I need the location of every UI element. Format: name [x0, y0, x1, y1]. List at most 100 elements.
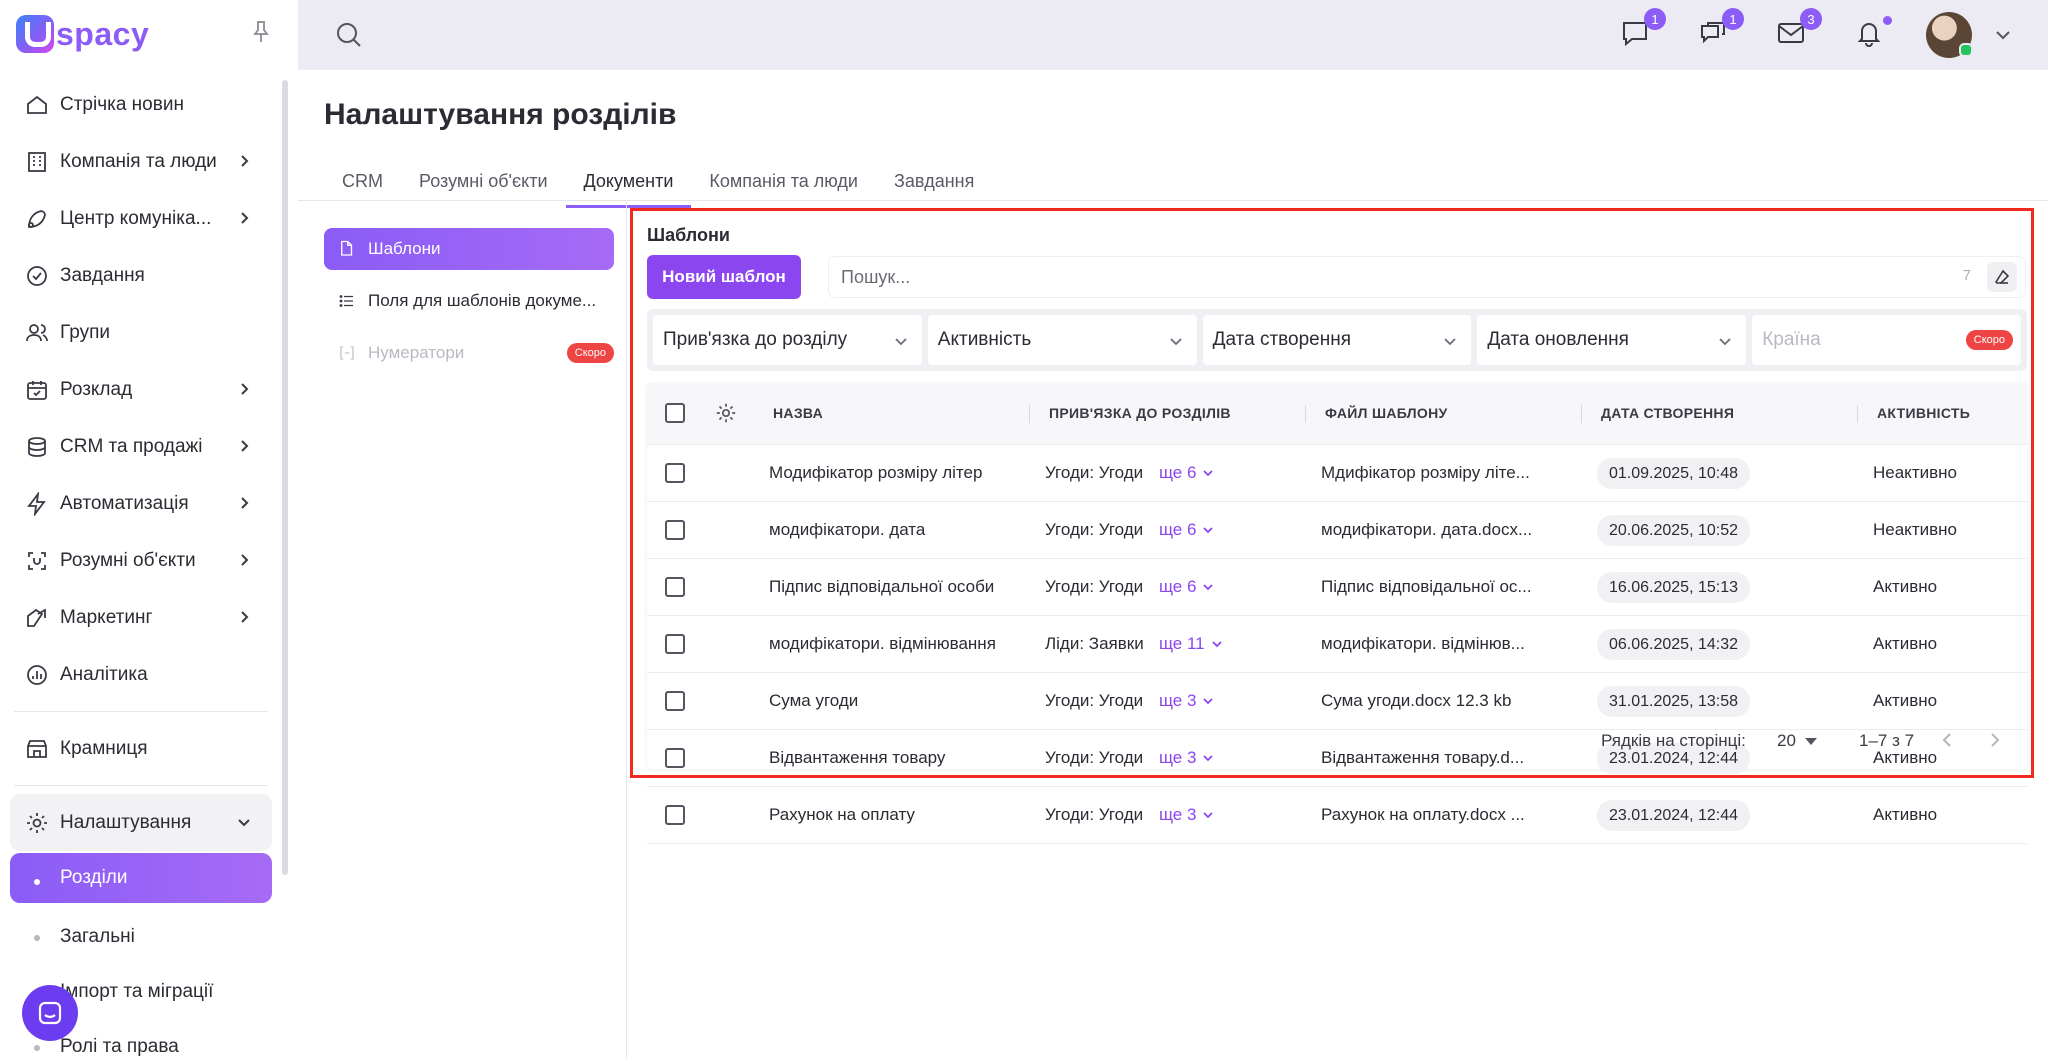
table-row[interactable]: Відвантаження товару Угоди: Угоди ще 3 В… — [647, 730, 2027, 787]
sidebar-item[interactable]: Розумні об'єкти — [10, 532, 272, 589]
template-file[interactable]: модифікатори. відмінюв... — [1321, 634, 1525, 653]
template-name[interactable]: модифікатори. відмінювання — [769, 634, 996, 653]
chevron-down-icon[interactable] — [1994, 26, 2012, 44]
rows-per-page-select[interactable]: 20 — [1777, 731, 1796, 750]
table-row[interactable]: модифікатори. відмінювання Ліди: Заявки … — [647, 616, 2027, 673]
row-checkbox[interactable] — [665, 805, 685, 825]
template-file[interactable]: Підпис відповідальної ос... — [1321, 577, 1532, 596]
column-binding[interactable]: ПРИВ'ЯЗКА ДО РОЗДІЛІВ — [1049, 405, 1231, 421]
gear-icon — [27, 812, 47, 833]
template-name[interactable]: Підпис відповідальної особи — [769, 577, 995, 596]
subnav-item[interactable]: Нумератори Скоро — [324, 332, 614, 374]
sidebar-item[interactable]: Аналітика — [10, 646, 272, 703]
chat-button[interactable]: 1 — [1620, 8, 1666, 52]
filters-bar: Прив'язка до розділу Активність Дата ств… — [647, 309, 2027, 371]
table-row[interactable]: Підпис відповідальної особи Угоди: Угоди… — [647, 559, 2027, 616]
template-file[interactable]: модифікатори. дата.docx... — [1321, 520, 1533, 539]
mail-icon — [1778, 23, 1804, 43]
next-page-icon[interactable] — [1985, 731, 2003, 749]
search-input[interactable]: Пошук... 7 — [829, 257, 2025, 297]
section-tab[interactable]: CRM — [342, 171, 383, 191]
support-chat-button[interactable] — [22, 985, 78, 1041]
template-file[interactable]: Відвантаження товару.d... — [1321, 748, 1525, 767]
sidebar-scrollbar[interactable] — [282, 80, 288, 875]
sidebar-item[interactable]: Автоматизація — [10, 475, 272, 532]
template-name[interactable]: Відвантаження товару — [769, 748, 946, 767]
binding-more-button[interactable]: ще 3 — [1159, 691, 1214, 711]
template-file[interactable]: Мдифікатор розміру літе... — [1321, 463, 1530, 482]
file-icon — [341, 240, 353, 256]
sidebar-subitem[interactable]: Загальні — [10, 909, 272, 964]
sidebar-subitem[interactable]: Розділи — [10, 853, 272, 903]
prev-page-icon[interactable] — [1939, 731, 1957, 749]
column-status[interactable]: АКТИВНІСТЬ — [1877, 405, 1971, 421]
column-name[interactable]: НАЗВА — [773, 405, 824, 421]
sidebar-item[interactable]: Розклад — [10, 361, 272, 418]
sidebar-item[interactable]: Завдання — [10, 247, 272, 304]
sidebar-item[interactable]: Центр комуніка... — [10, 190, 272, 247]
marketing-icon-wrap — [24, 605, 50, 631]
row-checkbox[interactable] — [665, 463, 685, 483]
row-checkbox[interactable] — [665, 634, 685, 654]
table-row[interactable]: Рахунок на оплату Угоди: Угоди ще 3 Раху… — [647, 787, 2027, 844]
binding-more-button[interactable]: ще 11 — [1159, 634, 1223, 654]
section-tabs: CRM Розумні об'єкти Документи Компанія та л… — [324, 162, 992, 208]
row-checkbox[interactable] — [665, 748, 685, 768]
sidebar-item[interactable]: Компанія та люди — [10, 133, 272, 190]
sidebar-item-label: Компанія та люди — [60, 150, 217, 172]
row-checkbox[interactable] — [665, 577, 685, 597]
template-name[interactable]: модифікатори. дата — [769, 520, 926, 539]
template-file[interactable]: Сума угоди.docx 12.3 kb — [1321, 691, 1512, 710]
filter-select[interactable]: Активність — [927, 315, 1197, 365]
sidebar: spacy Стрічка новин Компанія та люди Цен… — [0, 0, 298, 1058]
new-template-button[interactable]: Новий шаблон — [647, 255, 801, 299]
table-row[interactable]: Модифікатор розміру літер Угоди: Угоди щ… — [647, 445, 2027, 502]
filter-select[interactable]: Дата оновлення — [1477, 315, 1747, 365]
notifications-button[interactable] — [1854, 16, 1892, 52]
subnav-item[interactable]: Поля для шаблонів докуме... — [324, 280, 614, 322]
gear-icon[interactable] — [715, 402, 737, 424]
clear-search-button[interactable] — [1987, 262, 2017, 292]
binding-more-button[interactable]: ще 6 — [1159, 577, 1214, 597]
filter-select[interactable]: Дата створення — [1202, 315, 1472, 365]
section-tab[interactable]: Документи — [565, 162, 692, 208]
binding-more-button[interactable]: ще 3 — [1159, 805, 1214, 825]
section-tab[interactable]: Компанія та люди — [709, 171, 858, 191]
binding-more-button[interactable]: ще 3 — [1159, 748, 1214, 768]
mail-button[interactable]: 3 — [1776, 8, 1822, 52]
sidebar-item[interactable]: Маркетинг — [10, 589, 272, 646]
sidebar-item[interactable]: Групи — [10, 304, 272, 361]
caret-down-icon[interactable] — [1805, 738, 1817, 746]
section-tab[interactable]: Розумні об'єкти — [419, 171, 548, 191]
table-row[interactable]: Сума угоди Угоди: Угоди ще 3 Сума угоди.… — [647, 673, 2027, 730]
column-file[interactable]: ФАЙЛ ШАБЛОНУ — [1325, 405, 1448, 421]
pin-icon[interactable] — [252, 20, 270, 44]
sidebar-item-settings[interactable]: Налаштування — [10, 794, 272, 851]
main-content: Налаштування розділів CRM Розумні об'єкти… — [298, 70, 2048, 1058]
column-created[interactable]: ДАТА СТВОРЕННЯ — [1601, 405, 1735, 421]
sidebar-nav: Стрічка новин Компанія та люди Центр ком… — [10, 76, 272, 1058]
logo[interactable]: spacy — [16, 14, 149, 54]
binding-more-button[interactable]: ще 6 — [1159, 520, 1214, 540]
template-name[interactable]: Модифікатор розміру літер — [769, 463, 983, 482]
binding-more-button[interactable]: ще 6 — [1159, 463, 1214, 483]
filter-select[interactable]: Прив'язка до розділу — [653, 315, 922, 365]
sidebar-item[interactable]: Стрічка новин — [10, 76, 272, 133]
template-name[interactable]: Рахунок на оплату — [769, 805, 915, 824]
section-tab[interactable]: Завдання — [893, 171, 975, 191]
sidebar-item-store[interactable]: Крамниця — [10, 720, 272, 777]
subnav-item[interactable]: Шаблони — [324, 228, 614, 270]
sidebar-item[interactable]: CRM та продажі — [10, 418, 272, 475]
filter-select[interactable]: Країна Скоро — [1752, 315, 2021, 365]
select-all-checkbox[interactable] — [665, 403, 685, 423]
row-checkbox[interactable] — [665, 520, 685, 540]
template-file[interactable]: Рахунок на оплату.docx ... — [1321, 805, 1525, 824]
page-title: Налаштування розділів — [324, 98, 677, 131]
row-checkbox[interactable] — [665, 691, 685, 711]
search-icon[interactable] — [334, 20, 364, 50]
sidebar-subitem[interactable]: Ролі та права — [10, 1019, 272, 1058]
user-avatar[interactable] — [1926, 12, 1973, 58]
comments-button[interactable]: 1 — [1698, 8, 1744, 52]
table-row[interactable]: модифікатори. дата Угоди: Угоди ще 6 мод… — [647, 502, 2027, 559]
template-name[interactable]: Сума угоди — [769, 691, 859, 710]
